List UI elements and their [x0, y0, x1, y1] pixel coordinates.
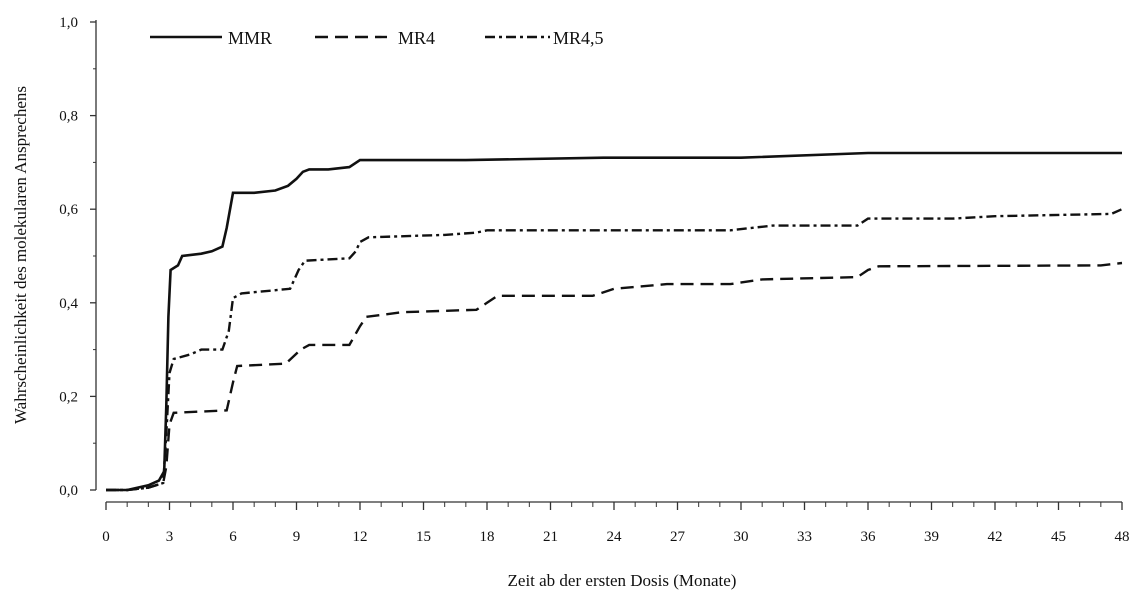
- x-axis: 0 3 6 9 12 15 18 21 24 27 30 33 36 39 42 45 48: [102, 501, 1130, 545]
- x-tick-label: 21: [543, 529, 558, 545]
- x-tick-label: 36: [861, 529, 877, 545]
- x-tick-label: 0: [102, 529, 110, 545]
- x-tick-label: 30: [734, 529, 749, 545]
- series-line-mr4-5: [106, 208, 1123, 492]
- x-tick-label: 15: [416, 529, 431, 545]
- legend-label-mmr: MMR: [228, 28, 272, 48]
- y-tick-label: 1,0: [59, 15, 78, 31]
- y-tick-label: 0,8: [59, 109, 78, 125]
- legend: MMR MR4 MR4,5: [150, 28, 604, 48]
- y-axis-title: Wahrscheinlichkeit des molekularen Anspr…: [11, 86, 30, 424]
- series-lines: [106, 151, 1123, 492]
- y-tick-label: 0,4: [59, 296, 78, 312]
- y-tick-label: 0,2: [59, 389, 78, 405]
- x-tick-label: 42: [988, 529, 1003, 545]
- legend-label-mr4: MR4: [398, 28, 435, 48]
- x-tick-label: 18: [480, 529, 495, 545]
- x-tick-label: 12: [353, 529, 368, 545]
- x-tick-label: 3: [166, 529, 174, 545]
- series-line-mr4: [106, 261, 1123, 492]
- x-tick-label: 45: [1051, 529, 1066, 545]
- y-tick-label: 0,0: [59, 483, 78, 499]
- x-tick-label: 27: [670, 529, 686, 545]
- y-tick-label: 0,6: [59, 202, 78, 218]
- x-tick-label: 9: [293, 529, 301, 545]
- legend-label-mr4-5: MR4,5: [553, 28, 604, 48]
- x-tick-label: 24: [607, 529, 623, 545]
- x-tick-label: 33: [797, 529, 812, 545]
- series-line-mmr: [106, 151, 1122, 492]
- x-axis-title: Zeit ab der ersten Dosis (Monate): [508, 571, 737, 590]
- y-axis: 0,0 0,2 0,4 0,6 0,8 1,0: [59, 15, 97, 499]
- x-tick-label: 6: [229, 529, 237, 545]
- x-tick-label: 39: [924, 529, 939, 545]
- x-tick-label: 48: [1115, 529, 1130, 545]
